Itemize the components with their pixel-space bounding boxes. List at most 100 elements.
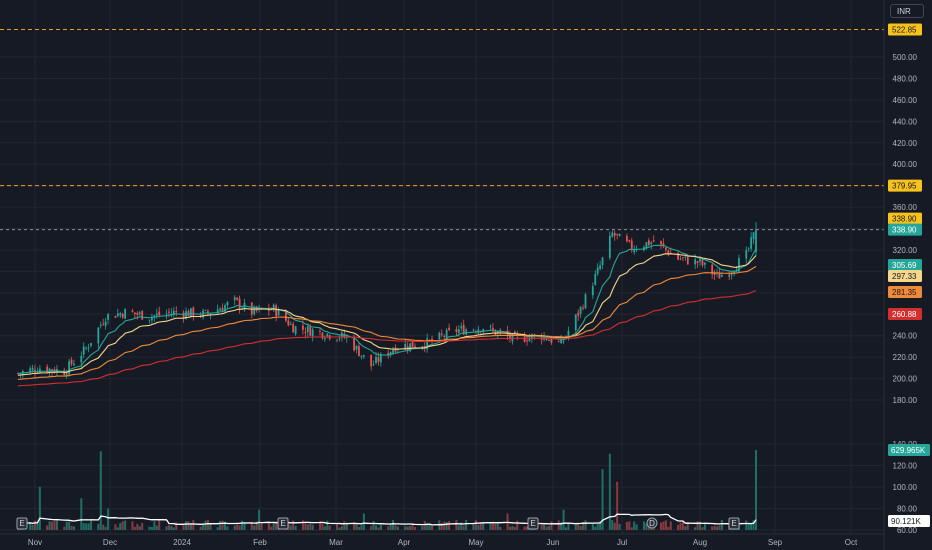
candle-body <box>219 308 222 311</box>
candle-body <box>204 310 207 311</box>
volume-bar <box>236 523 239 530</box>
candle-body <box>699 258 701 262</box>
volume-bar <box>669 521 672 530</box>
candle-body <box>309 327 312 336</box>
candle-body <box>608 235 611 258</box>
volume-bar <box>133 526 136 530</box>
candle-body <box>238 298 241 309</box>
candle-body <box>85 347 88 349</box>
volume-bar <box>90 520 93 530</box>
candle-body <box>703 262 706 265</box>
volume-bar <box>46 525 49 530</box>
candle-body <box>462 324 465 335</box>
candle-body <box>647 240 650 246</box>
volume-bar <box>387 526 390 530</box>
candle-body <box>611 232 614 237</box>
last-price-tag: 338.90 <box>888 223 922 236</box>
event-marker-E: E <box>16 517 28 530</box>
candle-body <box>628 240 631 242</box>
volume-bar <box>394 525 397 530</box>
candle-body <box>667 250 670 255</box>
candle-body <box>68 361 71 375</box>
indicator-tag-ma_fast: 305.69 <box>888 259 922 271</box>
volume-bar <box>404 526 407 530</box>
candle-body <box>375 356 377 364</box>
candle-body <box>326 333 329 337</box>
volume-bar <box>511 526 514 530</box>
candle-body <box>513 331 516 334</box>
price-axis-label: 400.00 <box>893 160 918 169</box>
time-axis-label: May <box>468 538 483 547</box>
candle-body <box>277 310 280 316</box>
volume-bar <box>411 525 414 530</box>
candle-body <box>718 272 721 279</box>
candle-body <box>494 329 497 335</box>
candle-body <box>443 335 446 337</box>
candle-body <box>353 336 355 351</box>
candle-body <box>701 259 704 266</box>
candle-body <box>492 327 494 330</box>
volume-bar <box>745 520 748 530</box>
volume-bar <box>389 523 392 530</box>
volume-bar <box>526 526 529 530</box>
time-axis[interactable]: Nov Dec 2024 Feb Mar Apr May Jun Jul Aug Sep Oct <box>0 533 884 547</box>
volume-bar <box>565 527 568 530</box>
volume-bar <box>660 522 663 530</box>
candle-body <box>523 336 526 342</box>
candle-body <box>660 240 662 245</box>
indicator-tag-ma_mid-bg <box>888 270 922 282</box>
volume-bar <box>116 527 119 530</box>
last-price-alt-tag: 338.90 <box>888 212 922 225</box>
volume-bar <box>345 522 348 530</box>
candle-body <box>545 337 548 341</box>
volume-bar <box>508 526 511 530</box>
volume-bar <box>431 525 434 530</box>
candle-body <box>579 306 582 314</box>
candle-body <box>192 307 195 317</box>
horizontal-level-lines[interactable] <box>0 29 884 231</box>
volume-bar <box>633 521 636 530</box>
volume-bar <box>579 526 582 530</box>
moving-averages <box>17 244 757 387</box>
volume-ma-line <box>17 513 757 527</box>
volume-bar <box>336 523 339 530</box>
volume-bar <box>36 521 39 530</box>
volume-bar <box>323 526 326 530</box>
last-price-alt-tag-text: 338.90 <box>892 215 917 224</box>
volume-bar <box>679 522 682 530</box>
volume-bar <box>750 523 753 530</box>
volume-tag-ma: 90.121K <box>888 515 930 527</box>
volume-bar <box>267 521 270 530</box>
candle-body <box>250 302 253 315</box>
price-axis-label: 420.00 <box>893 139 918 148</box>
volume-bar <box>34 520 36 530</box>
event-marker-D: D <box>646 517 658 529</box>
volume-bar <box>703 522 706 530</box>
volume-bar <box>406 526 409 530</box>
candle-body <box>750 237 753 249</box>
candle-body <box>236 297 239 300</box>
volume-bar <box>540 523 543 530</box>
volume-bar <box>167 525 170 530</box>
candle-body <box>82 346 85 355</box>
price-axis[interactable]: 500.00480.00460.00440.00420.00400.00380.… <box>883 0 918 550</box>
volume-bar <box>516 520 519 530</box>
candle-body <box>165 313 168 315</box>
level-tag-1-text: 379.95 <box>892 182 917 191</box>
candle-body <box>738 258 740 272</box>
volume-bar <box>694 527 697 530</box>
candle-body <box>287 320 290 326</box>
volume-bar <box>119 523 122 530</box>
volume-bar <box>667 526 670 530</box>
candle-body <box>745 250 748 259</box>
candle-body <box>338 338 341 340</box>
candle-body <box>557 341 560 343</box>
candle-body <box>189 308 192 317</box>
volume-bar <box>155 525 158 530</box>
volume-bar <box>189 523 192 530</box>
currency-selector[interactable]: INR <box>890 4 924 18</box>
volume-bar <box>601 469 604 530</box>
candle-body <box>599 265 602 269</box>
